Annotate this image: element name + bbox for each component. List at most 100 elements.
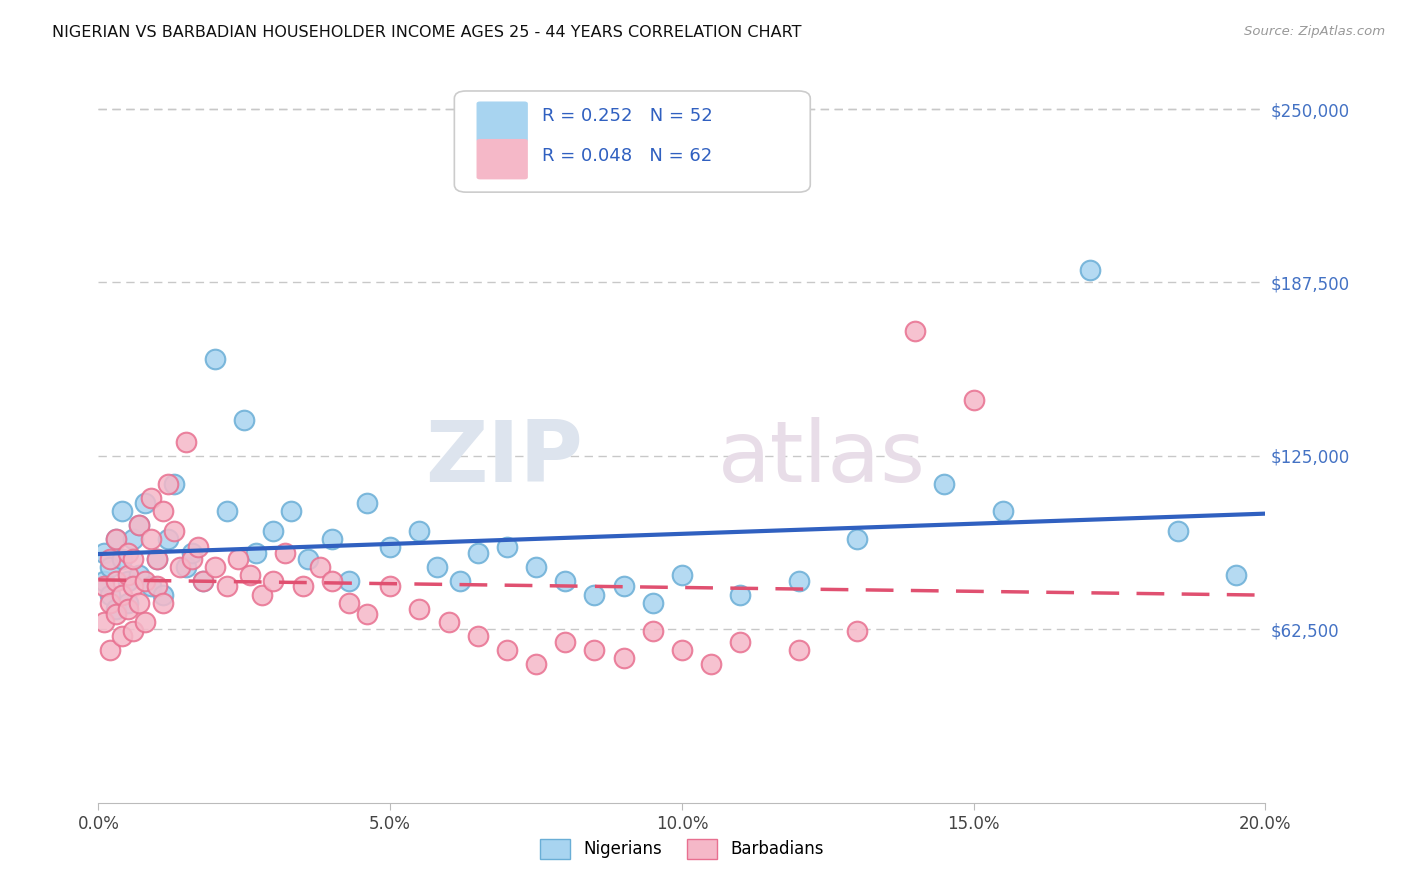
Point xyxy=(408,524,430,538)
Point xyxy=(193,574,215,588)
Point xyxy=(297,551,319,566)
Point xyxy=(146,551,169,566)
Point xyxy=(180,546,202,560)
Point xyxy=(98,596,121,610)
Point xyxy=(245,546,267,560)
Point xyxy=(846,624,869,638)
Point xyxy=(904,324,927,338)
Point xyxy=(380,541,402,555)
Point xyxy=(139,491,162,505)
Point xyxy=(962,393,984,408)
Text: NIGERIAN VS BARBADIAN HOUSEHOLDER INCOME AGES 25 - 44 YEARS CORRELATION CHART: NIGERIAN VS BARBADIAN HOUSEHOLDER INCOME… xyxy=(52,25,801,40)
Point xyxy=(128,518,150,533)
Point xyxy=(671,568,693,582)
Point xyxy=(846,532,869,546)
FancyBboxPatch shape xyxy=(477,139,527,179)
Point xyxy=(554,635,576,649)
Point xyxy=(146,579,169,593)
Point xyxy=(337,574,360,588)
Point xyxy=(111,551,134,566)
Point xyxy=(250,588,273,602)
Point xyxy=(134,496,156,510)
FancyBboxPatch shape xyxy=(454,91,810,192)
Text: ZIP: ZIP xyxy=(425,417,582,500)
Point xyxy=(111,588,134,602)
Point xyxy=(730,588,752,602)
Point xyxy=(128,518,150,533)
Point xyxy=(187,541,209,555)
Point xyxy=(98,643,121,657)
Point xyxy=(215,579,238,593)
Point xyxy=(787,643,810,657)
Point xyxy=(169,560,191,574)
Point xyxy=(117,568,139,582)
Point xyxy=(612,651,634,665)
Point xyxy=(93,546,115,560)
Point xyxy=(1167,524,1189,538)
Point xyxy=(408,601,430,615)
Point xyxy=(321,532,343,546)
Point xyxy=(612,579,634,593)
Point xyxy=(104,601,127,615)
Point xyxy=(215,504,238,518)
Point xyxy=(157,532,180,546)
Point xyxy=(309,560,332,574)
Point xyxy=(152,504,174,518)
Point xyxy=(233,413,256,427)
Point xyxy=(104,574,127,588)
Point xyxy=(700,657,723,671)
Point xyxy=(111,629,134,643)
Point xyxy=(122,579,145,593)
Point xyxy=(426,560,449,574)
Point xyxy=(139,579,162,593)
Point xyxy=(174,560,197,574)
Point xyxy=(380,579,402,593)
Point xyxy=(449,574,471,588)
Point xyxy=(117,596,139,610)
Point xyxy=(93,579,115,593)
Point xyxy=(134,615,156,630)
Point xyxy=(262,524,284,538)
Point xyxy=(437,615,460,630)
Point xyxy=(128,568,150,582)
Point xyxy=(139,532,162,546)
Point xyxy=(98,551,121,566)
Point xyxy=(204,351,226,366)
Point xyxy=(641,624,664,638)
Point xyxy=(583,588,606,602)
Point xyxy=(496,541,519,555)
Point xyxy=(117,546,139,560)
Point xyxy=(122,624,145,638)
Point xyxy=(117,601,139,615)
Point xyxy=(467,546,489,560)
Point xyxy=(1080,263,1102,277)
Point xyxy=(280,504,302,518)
Point xyxy=(163,524,186,538)
Point xyxy=(1225,568,1247,582)
Point xyxy=(163,476,186,491)
Point xyxy=(93,615,115,630)
Point xyxy=(239,568,262,582)
Point xyxy=(291,579,314,593)
Point xyxy=(274,546,297,560)
Point xyxy=(524,657,547,671)
Point xyxy=(180,551,202,566)
Point xyxy=(524,560,547,574)
Point xyxy=(122,551,145,566)
Point xyxy=(134,574,156,588)
Point xyxy=(111,504,134,518)
Point xyxy=(356,496,378,510)
Point xyxy=(104,532,127,546)
Text: R = 0.252   N = 52: R = 0.252 N = 52 xyxy=(541,107,713,126)
Point xyxy=(204,560,226,574)
Point xyxy=(128,596,150,610)
Point xyxy=(104,607,127,621)
Point xyxy=(934,476,956,491)
Text: R = 0.048   N = 62: R = 0.048 N = 62 xyxy=(541,147,711,165)
Point xyxy=(467,629,489,643)
Legend: Nigerians, Barbadians: Nigerians, Barbadians xyxy=(533,832,831,865)
Point xyxy=(193,574,215,588)
Point xyxy=(104,532,127,546)
Point xyxy=(98,588,121,602)
Point xyxy=(496,643,519,657)
